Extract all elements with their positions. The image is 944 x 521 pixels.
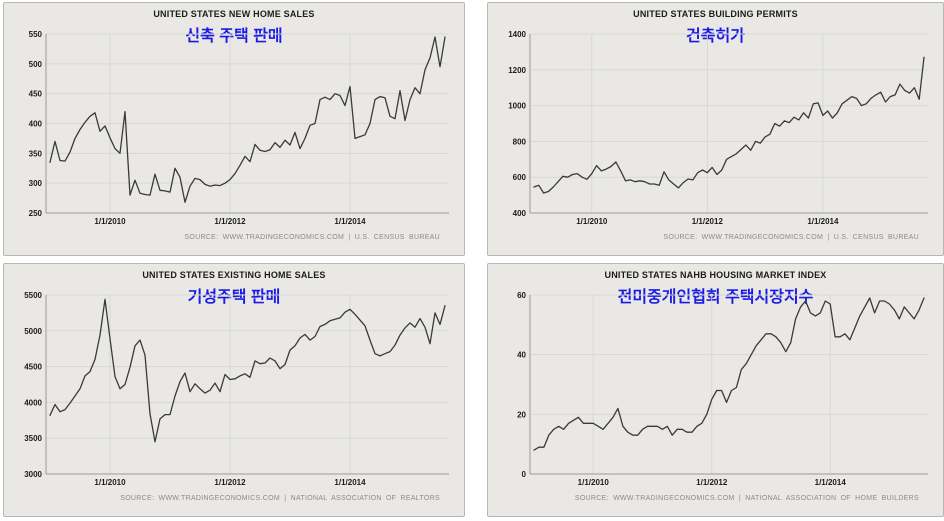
data-series-line bbox=[533, 297, 925, 451]
plot-area-existing-home-sales: 3000 3500 4000 4500 5000 5500 1/1/2010 1/1/2012… bbox=[24, 291, 449, 487]
chart-panel-new-home-sales: UNITED STATES NEW HOME SALES 신축 주택 판매 25… bbox=[3, 2, 465, 256]
chart-subtitle-korean: 전미중개인협회 주택시장지수 bbox=[617, 289, 814, 306]
y-tick-label: 450 bbox=[29, 90, 43, 99]
y-tick-label: 4500 bbox=[24, 363, 42, 372]
source-attribution: SOURCE: WWW.TRADINGECONOMICS.COM | U.S. … bbox=[663, 234, 919, 241]
source-attribution: SOURCE: WWW.TRADINGECONOMICS.COM | NATIO… bbox=[120, 495, 440, 502]
y-tick-label: 40 bbox=[517, 351, 526, 360]
x-tick-label: 1/1/2012 bbox=[696, 478, 728, 487]
y-tick-label: 250 bbox=[29, 209, 43, 218]
y-tick-label: 1000 bbox=[508, 102, 526, 111]
y-tick-label: 400 bbox=[29, 120, 43, 129]
chart-subtitle-korean: 기성주택 판매 bbox=[187, 289, 281, 306]
x-tick-label: 1/1/2010 bbox=[576, 217, 608, 226]
y-tick-label: 350 bbox=[29, 149, 43, 158]
chart-title: UNITED STATES NEW HOME SALES bbox=[153, 9, 315, 19]
y-tick-label: 400 bbox=[513, 209, 527, 218]
source-attribution: SOURCE: WWW.TRADINGECONOMICS.COM | U.S. … bbox=[184, 234, 440, 241]
plot-area-new-home-sales: 250 300 350 400 450 500 550 1/1/2010 1/1/2012 1/1… bbox=[29, 30, 449, 226]
y-tick-label: 20 bbox=[517, 410, 526, 419]
plot-area-nahb-index: 0 20 40 60 1/1/2010 1/1/2012 1/1/2014 bbox=[517, 291, 928, 487]
y-tick-label: 1400 bbox=[508, 30, 526, 39]
y-tick-label: 3000 bbox=[24, 470, 42, 479]
x-tick-label: 1/1/2010 bbox=[94, 217, 126, 226]
y-tick-label: 600 bbox=[513, 173, 527, 182]
data-series-line bbox=[49, 298, 446, 443]
chart-title: UNITED STATES EXISTING HOME SALES bbox=[142, 270, 326, 280]
x-tick-label: 1/1/2010 bbox=[578, 478, 610, 487]
x-tick-label: 1/1/2014 bbox=[807, 217, 839, 226]
chart-panel-nahb-index: UNITED STATES NAHB HOUSING MARKET INDEX … bbox=[487, 263, 944, 517]
y-tick-label: 0 bbox=[522, 470, 527, 479]
x-tick-label: 1/1/2014 bbox=[815, 478, 847, 487]
data-series-line bbox=[533, 56, 925, 194]
chart-panel-existing-home-sales: UNITED STATES EXISTING HOME SALES 기성주택 판… bbox=[3, 263, 465, 517]
y-tick-label: 60 bbox=[517, 291, 526, 300]
x-tick-label: 1/1/2014 bbox=[334, 217, 366, 226]
y-tick-label: 3500 bbox=[24, 434, 42, 443]
y-tick-label: 5500 bbox=[24, 291, 42, 300]
chart-panel-building-permits: UNITED STATES BUILDING PERMITS 건축허가 400 6… bbox=[487, 2, 944, 256]
y-tick-label: 1200 bbox=[508, 66, 526, 75]
y-tick-label: 5000 bbox=[24, 327, 42, 336]
y-tick-label: 4000 bbox=[24, 398, 42, 407]
y-tick-label: 500 bbox=[29, 60, 43, 69]
x-tick-label: 1/1/2012 bbox=[214, 217, 246, 226]
y-tick-label: 300 bbox=[29, 179, 43, 188]
y-tick-label: 550 bbox=[29, 30, 43, 39]
x-tick-label: 1/1/2012 bbox=[692, 217, 724, 226]
source-attribution: SOURCE: WWW.TRADINGECONOMICS.COM | NATIO… bbox=[574, 495, 919, 502]
chart-subtitle-korean: 신축 주택 판매 bbox=[185, 28, 283, 45]
x-tick-label: 1/1/2010 bbox=[94, 478, 126, 487]
chart-subtitle-korean: 건축허가 bbox=[686, 28, 745, 45]
chart-title: UNITED STATES NAHB HOUSING MARKET INDEX bbox=[604, 270, 827, 280]
x-tick-label: 1/1/2012 bbox=[214, 478, 246, 487]
data-series-line bbox=[49, 36, 446, 203]
y-tick-label: 800 bbox=[513, 137, 527, 146]
x-tick-label: 1/1/2014 bbox=[334, 478, 366, 487]
chart-title: UNITED STATES BUILDING PERMITS bbox=[633, 9, 798, 19]
plot-area-building-permits: 400 600 800 1000 1200 1400 1/1/2010 1/1/2012 1/1… bbox=[508, 30, 928, 226]
